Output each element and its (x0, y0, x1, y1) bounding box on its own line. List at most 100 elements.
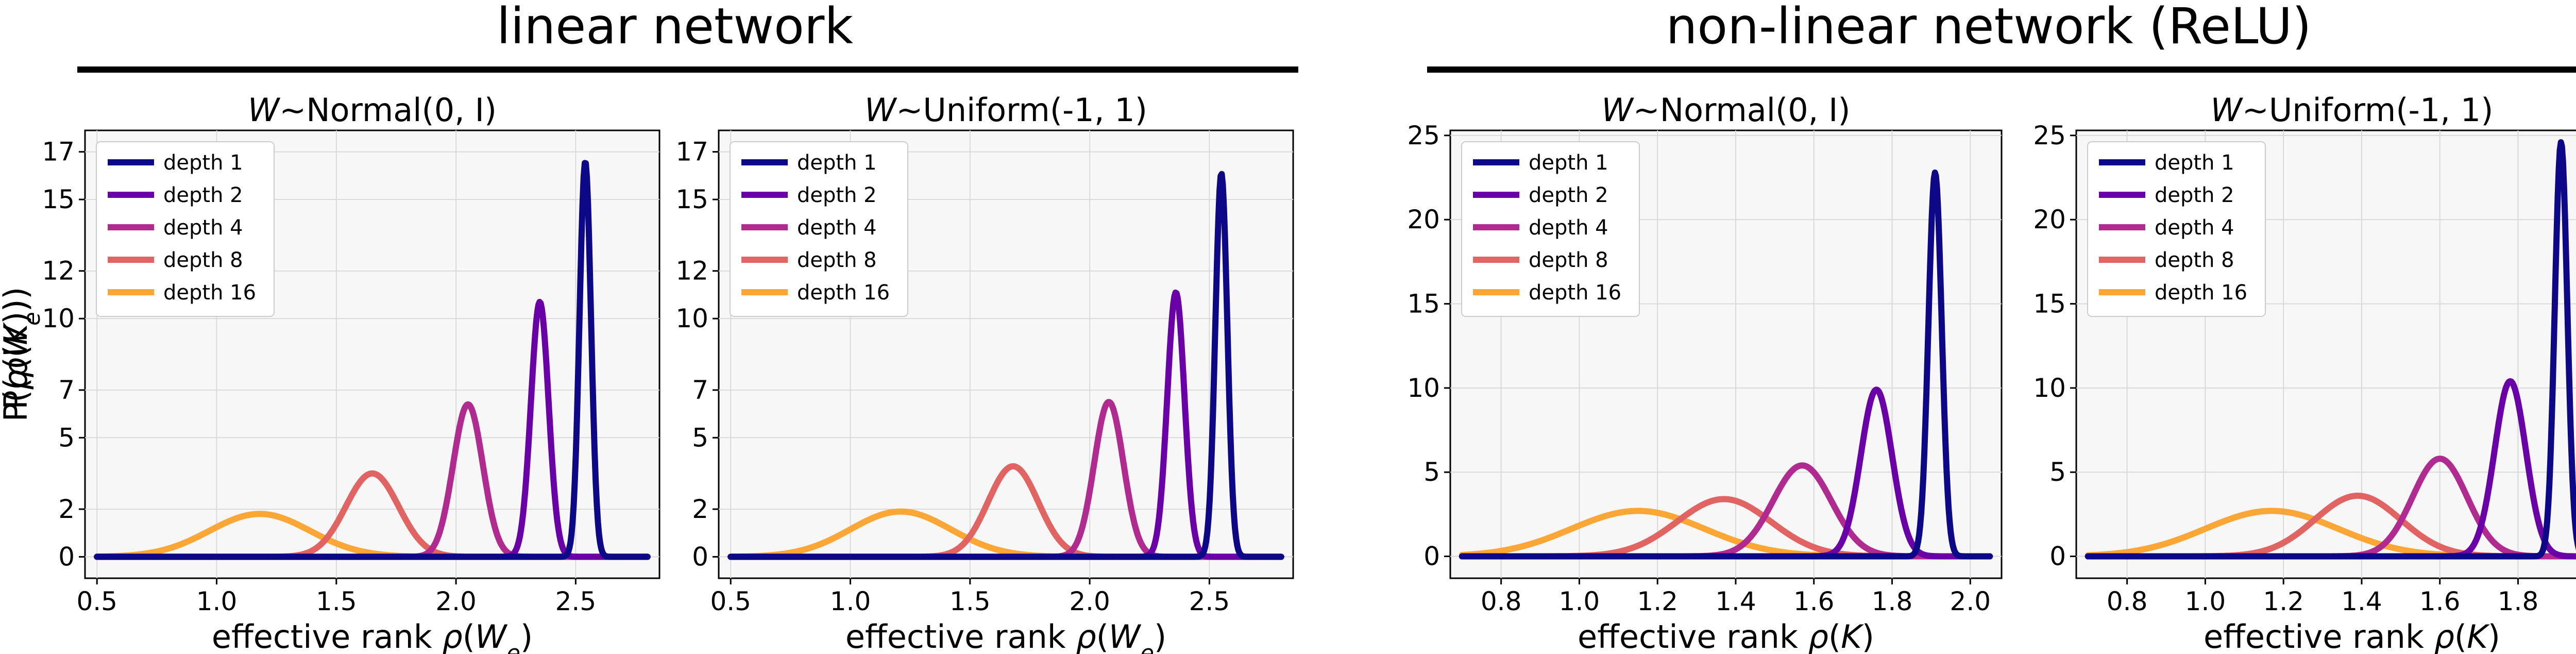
x-tick-label: 1.0 (2185, 586, 2226, 616)
x-axis-label: effective rank ρ(We) (845, 618, 1166, 654)
group-title-linear: linear network (497, 0, 853, 55)
x-tick-label: 1.5 (950, 586, 991, 616)
x-tick-label: 1.0 (1559, 586, 1600, 616)
series-line-depth-1 (2084, 139, 2576, 560)
legend-label: depth 2 (2155, 183, 2234, 207)
legend: depth 1 depth 2 depth 4 depth 8 depth 16 (2087, 141, 2266, 317)
legend-label: depth 16 (163, 281, 256, 305)
legend-frame (2087, 141, 2266, 317)
x-tick-label: 1.8 (1872, 586, 1913, 616)
legend: depth 1 depth 2 depth 4 depth 8 depth 16 (96, 141, 275, 317)
series-group (2084, 139, 2576, 560)
x-tick-label: 0.8 (1481, 586, 1522, 616)
legend-label: depth 1 (2155, 151, 2234, 175)
y-tick-label: 5 (2049, 457, 2066, 487)
legend-label: depth 8 (163, 248, 243, 272)
y-tick-label: 25 (2033, 121, 2066, 150)
panel-title: W~Normal(0, I) (248, 91, 497, 129)
y-tick-label: 12 (42, 256, 75, 286)
legend-label: depth 16 (2155, 281, 2247, 305)
y-tick-label: 12 (675, 256, 708, 286)
x-axis-label: effective rank ρ(We) (212, 618, 533, 654)
panel-title: W~Uniform(-1, 1) (865, 91, 1147, 129)
series-group (727, 171, 1284, 560)
legend-frame (730, 141, 908, 317)
x-tick-label: 2.0 (435, 586, 477, 616)
y-tick-label: 7 (692, 375, 708, 405)
x-tick-label: 1.6 (2419, 586, 2461, 616)
x-tick-label: 2.0 (1069, 586, 1110, 616)
x-axis-label: effective rank ρ(K) (2204, 618, 2500, 654)
x-tick-label: 2.5 (1189, 586, 1230, 616)
x-tick-label: 0.5 (710, 586, 751, 616)
x-tick-label: 1.8 (2498, 586, 2539, 616)
legend-label: depth 1 (163, 151, 243, 175)
panel-4: 0.81.01.21.41.61.82.00510152025W~Uniform… (2033, 91, 2576, 654)
y-tick-label: 15 (1407, 289, 1440, 318)
panel-2: 0.5 1.0 1.5 2.0 2.5 0 2 5 7 10 12 15 17 W~Uniform(-1,… (675, 91, 1294, 654)
x-tick-label: 0.8 (2107, 586, 2148, 616)
panel-title: W~Uniform(-1, 1) (2211, 91, 2494, 129)
legend-frame (96, 141, 275, 317)
y-tick-label: 25 (1407, 121, 1440, 150)
y-axis-label: P(ρ(We)) (0, 287, 45, 422)
x-tick-label: 1.0 (830, 586, 871, 616)
y-tick-label: 15 (675, 185, 708, 214)
x-axis-label: effective rank ρ(K) (1578, 618, 1874, 654)
y-tick-label: 0 (58, 542, 75, 572)
y-tick-label: 20 (2033, 205, 2066, 234)
series-line-depth-1 (1459, 169, 1993, 560)
panel-title: W~Normal(0, I) (1601, 91, 1850, 129)
legend-label: depth 8 (2155, 248, 2234, 272)
x-tick-label: 0.5 (76, 586, 117, 616)
y-tick-label: 10 (675, 304, 708, 333)
y-tick-label: 10 (1407, 373, 1440, 403)
legend-label: depth 4 (797, 216, 877, 240)
y-tick-label: 5 (1423, 457, 1440, 487)
y-tick-label: 17 (675, 137, 708, 167)
x-tick-label: 1.2 (2263, 586, 2304, 616)
y-tick-label: 7 (58, 375, 75, 405)
y-tick-label: 2 (692, 494, 708, 524)
legend: depth 1 depth 2 depth 4 depth 8 depth 16 (730, 141, 908, 317)
y-tick-label: 20 (1407, 205, 1440, 234)
y-tick-label: 0 (692, 542, 708, 572)
y-tick-label: 10 (2033, 373, 2066, 403)
legend-label: depth 2 (163, 183, 243, 207)
y-tick-label: 15 (42, 185, 75, 214)
series-group (1459, 169, 1993, 560)
legend-label: depth 4 (2155, 216, 2234, 240)
y-tick-label: 2 (58, 494, 75, 524)
y-axis-label: P(ρ(K)) (0, 299, 35, 409)
group-title-nonlinear: non-linear network (ReLU) (1666, 0, 2312, 55)
series-group (94, 160, 651, 560)
legend-label: depth 4 (163, 216, 243, 240)
legend-label: depth 8 (797, 248, 877, 272)
y-tick-label: 5 (58, 423, 75, 452)
panel-1: 0.5 1.0 1.5 2.0 2.5 0 2 5 7 10 12 15 17 W~Normal(0, I… (0, 91, 660, 654)
y-tick-label: 0 (2049, 542, 2066, 572)
legend-label: depth 16 (797, 281, 890, 305)
legend-frame (1461, 141, 1640, 317)
legend-label: depth 16 (1529, 281, 1621, 305)
x-tick-label: 1.4 (2341, 586, 2382, 616)
x-tick-label: 1.4 (1715, 586, 1756, 616)
legend-label: depth 8 (1529, 248, 1608, 272)
legend: depth 1 depth 2 depth 4 depth 8 depth 16 (1461, 141, 1640, 317)
y-tick-label: 10 (42, 304, 75, 333)
x-tick-label: 1.2 (1637, 586, 1678, 616)
group-nonlinear: non-linear network (ReLU) (1427, 0, 2576, 73)
x-tick-label: 1.6 (1793, 586, 1835, 616)
x-tick-label: 2.5 (555, 586, 597, 616)
group-linear: linear network (77, 0, 1298, 73)
series-line-depth-1 (727, 171, 1284, 560)
series-line-depth-1 (94, 160, 651, 560)
y-tick-label: 17 (42, 137, 75, 167)
y-tick-label: 5 (692, 423, 708, 452)
y-tick-label: 0 (1423, 542, 1440, 572)
legend-label: depth 2 (1529, 183, 1608, 207)
legend-label: depth 4 (1529, 216, 1608, 240)
x-tick-label: 1.5 (316, 586, 357, 616)
